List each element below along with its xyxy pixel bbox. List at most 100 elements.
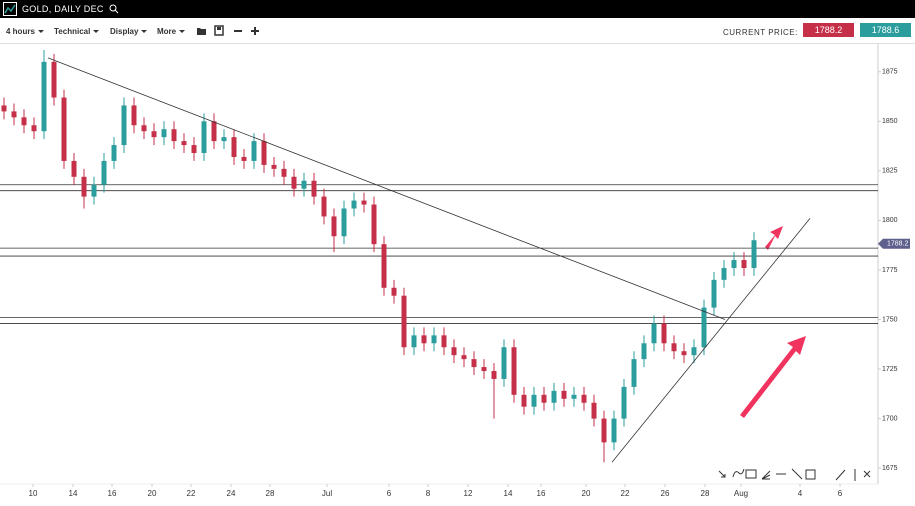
- candle-body: [411, 335, 417, 348]
- y-tick-label: 1800: [882, 217, 898, 224]
- x-tick-label: 6: [838, 489, 843, 498]
- candle-body: [361, 200, 367, 205]
- x-tick-label: 4: [798, 489, 803, 498]
- candle-body: [481, 367, 487, 372]
- candle-body: [281, 168, 287, 177]
- candle-body: [751, 240, 757, 268]
- candle-body: [171, 129, 177, 142]
- candle-body: [711, 279, 717, 308]
- x-tick-label: 26: [661, 489, 670, 498]
- candle-body: [421, 335, 427, 344]
- x-tick-label: 10: [29, 489, 38, 498]
- tool-icons[interactable]: [196, 25, 266, 37]
- candle-body: [141, 125, 147, 132]
- bid-price[interactable]: 1788.2: [803, 23, 854, 37]
- candle-body: [321, 196, 327, 217]
- candle-body: [151, 131, 157, 138]
- candle-body: [731, 260, 737, 268]
- y-tick-label: 1675: [882, 465, 898, 472]
- candle-body: [291, 176, 297, 189]
- price-tag: 1788.2: [887, 241, 909, 248]
- candle-body: [581, 394, 587, 403]
- y-tick-label: 1775: [882, 267, 898, 274]
- candle-body: [241, 156, 247, 161]
- y-tick-label: 1700: [882, 415, 898, 422]
- candle-body: [451, 347, 457, 356]
- candle-body: [491, 371, 497, 379]
- trend-line: [47, 57, 726, 320]
- candle-body: [621, 386, 627, 419]
- candle-body: [431, 335, 437, 344]
- candle-body: [701, 307, 707, 348]
- candle-body: [501, 347, 507, 379]
- candle-body: [71, 160, 77, 177]
- candle-body: [671, 343, 677, 352]
- candle-body: [61, 97, 67, 161]
- x-tick-label: 16: [537, 489, 546, 498]
- candle-body: [601, 418, 607, 443]
- chart: 1675 1700 1725 1750 1775 1800 1825 1850 1875 10 14…: [0, 44, 910, 498]
- candle-body: [571, 394, 577, 399]
- candle-body: [661, 323, 667, 344]
- candle-body: [21, 117, 27, 126]
- candle-body: [311, 180, 317, 197]
- x-tick-label: 14: [504, 489, 513, 498]
- candle-body: [121, 105, 127, 146]
- x-tick-label: 14: [69, 489, 78, 498]
- candle-body: [331, 216, 337, 237]
- candle-body: [221, 137, 227, 142]
- candle-body: [41, 61, 47, 132]
- x-tick-label: 22: [621, 489, 630, 498]
- candle-body: [351, 200, 357, 209]
- y-tick-label: 1750: [882, 316, 898, 323]
- candle-body: [471, 359, 477, 368]
- drawing-tools[interactable]: [718, 468, 871, 481]
- candle-body: [51, 61, 57, 98]
- candle-body: [201, 121, 207, 154]
- x-tick-label: 20: [582, 489, 591, 498]
- x-tick-label: 28: [701, 489, 710, 498]
- candle-body: [691, 347, 697, 356]
- candle-body: [251, 141, 257, 161]
- y-tick-label: 1725: [882, 366, 898, 373]
- menu[interactable]: More: [157, 27, 185, 36]
- menu[interactable]: Display: [110, 27, 147, 36]
- candle-body: [681, 351, 687, 356]
- logo: [3, 2, 17, 16]
- candle-body: [391, 287, 397, 296]
- candle-body: [741, 260, 747, 268]
- annotations: [740, 226, 806, 418]
- candle-body: [631, 359, 637, 387]
- candle-body: [191, 145, 197, 154]
- candle-body: [231, 137, 237, 157]
- candle-body: [341, 208, 347, 237]
- candle-body: [11, 111, 17, 118]
- symbol: GOLD, DAILY DEC: [22, 4, 104, 14]
- candle-body: [261, 141, 267, 165]
- x-tick-label: 16: [108, 489, 117, 498]
- x-tick-label: 20: [148, 489, 157, 498]
- menu[interactable]: Technical: [54, 27, 99, 36]
- candle-body: [551, 390, 557, 403]
- y-tick-label: 1825: [882, 168, 898, 175]
- menu[interactable]: 4 hours: [6, 27, 44, 36]
- candle-body: [541, 394, 547, 403]
- candle-body: [401, 295, 407, 348]
- price-tag-bg: [878, 238, 910, 249]
- candle-body: [511, 347, 517, 395]
- candle-body: [31, 125, 37, 132]
- candle-body: [641, 343, 647, 360]
- x-tick-label: Aug: [734, 489, 748, 498]
- candle-body: [181, 141, 187, 146]
- current-price-label: CURRENT PRICE:: [723, 28, 798, 37]
- x-tick-label: 6: [387, 489, 392, 498]
- candle-body: [91, 184, 97, 197]
- candle-body: [561, 390, 567, 399]
- search-icon[interactable]: [109, 4, 119, 14]
- x-tick-label: 24: [227, 489, 236, 498]
- candle-body: [521, 394, 527, 407]
- candle-body: [591, 402, 597, 419]
- title-bar: GOLD, DAILY DEC: [0, 0, 915, 18]
- ask-price[interactable]: 1788.6: [860, 23, 911, 37]
